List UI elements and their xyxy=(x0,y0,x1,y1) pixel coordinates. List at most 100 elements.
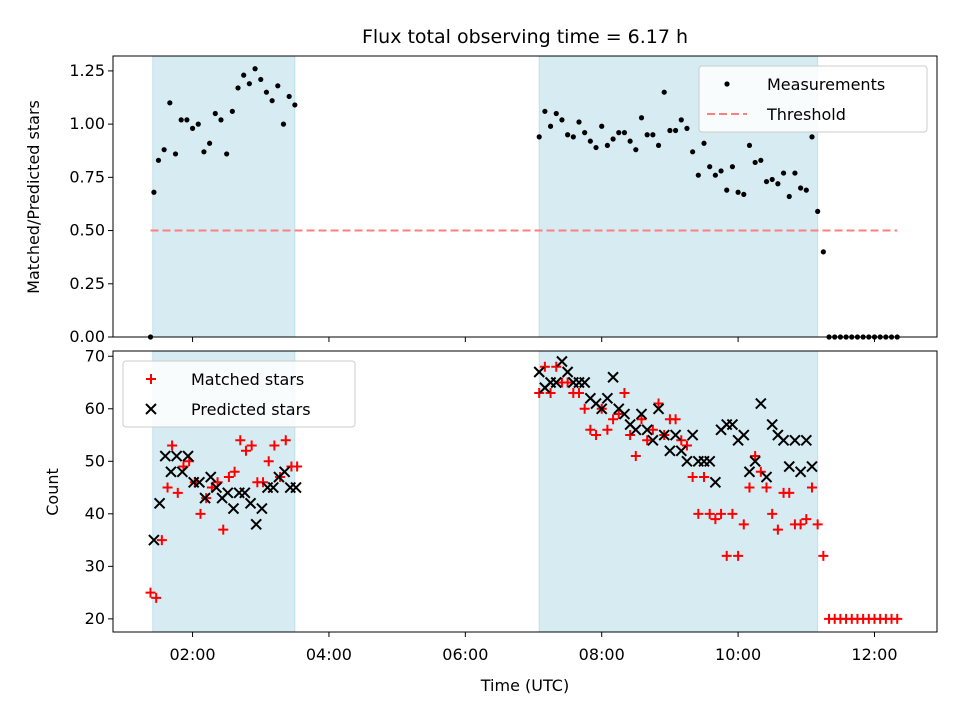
matched-stars-point xyxy=(539,361,550,372)
measurement-point xyxy=(610,136,616,142)
measurement-point xyxy=(780,170,787,176)
predicted-stars-point xyxy=(550,376,562,389)
chart-title: Flux total observing time = 6.17 h xyxy=(362,26,688,48)
measurement-point xyxy=(815,208,821,215)
x-tick-label: 12:00 xyxy=(851,645,897,664)
measurement-point xyxy=(553,110,559,117)
measurement-point xyxy=(678,117,684,123)
measurement-point xyxy=(155,157,162,163)
measurement-point xyxy=(655,142,662,149)
legend-label: Predicted stars xyxy=(191,400,311,419)
measurement-point xyxy=(235,85,241,91)
measurement-point xyxy=(775,181,781,187)
predicted-stars-point xyxy=(278,466,291,478)
predicted-stars-point xyxy=(607,371,619,383)
predicted-stars-point xyxy=(800,434,813,446)
measurement-point xyxy=(758,157,764,163)
matched-stars-point xyxy=(269,440,280,451)
legend-label: Threshold xyxy=(766,105,846,124)
predicted-stars-point xyxy=(709,476,722,489)
matched-stars-point xyxy=(625,430,636,441)
measurement-point xyxy=(587,138,593,144)
measurement-point xyxy=(292,102,298,108)
legend-box xyxy=(698,65,928,133)
predicted-stars-point xyxy=(738,429,750,441)
matched-stars-point xyxy=(573,388,584,399)
matched-stars-point xyxy=(156,535,167,546)
measurement-point xyxy=(627,138,633,144)
predicted-stars-point xyxy=(561,366,574,378)
matched-stars-point xyxy=(579,403,590,414)
measurement-point xyxy=(269,98,275,104)
measurement-point xyxy=(644,132,650,138)
y-tick-label: 0.25 xyxy=(69,274,105,293)
matched-stars-point xyxy=(145,587,156,598)
matched-stars-point xyxy=(801,514,812,525)
measurement-point xyxy=(735,189,741,195)
measurement-point xyxy=(724,187,730,193)
legend: Measurements Threshold xyxy=(698,65,928,133)
matched-stars-point xyxy=(167,440,178,451)
measurement-point xyxy=(746,142,753,149)
predicted-stars-point xyxy=(766,418,778,431)
bottom-panel: 20 30 40 50 60 70 02:00 04:00 06:00 08:00 10:00 12:… xyxy=(85,346,938,664)
predicted-stars-point xyxy=(686,429,699,441)
measurement-point xyxy=(224,151,230,157)
measurement-point xyxy=(599,123,605,129)
matched-stars-point xyxy=(642,435,653,446)
measurement-point xyxy=(650,132,656,138)
measurement-point xyxy=(536,134,542,140)
measurement-point xyxy=(542,108,548,114)
measurement-point xyxy=(633,147,639,153)
predicted-stars-point xyxy=(176,466,189,478)
predicted-stars-point xyxy=(635,408,648,420)
measurement-point xyxy=(547,123,554,129)
matched-stars-point xyxy=(246,440,257,451)
measurement-point xyxy=(786,193,792,200)
observing-interval xyxy=(538,350,819,633)
predicted-stars-point xyxy=(806,460,818,473)
matched-stars-point xyxy=(772,524,783,535)
measurement-point xyxy=(712,172,718,178)
predicted-stars-point xyxy=(647,434,659,446)
legend-label: Matched stars xyxy=(191,370,304,389)
predicted-stars-point xyxy=(290,481,302,494)
measurement-point xyxy=(195,121,201,127)
predicted-stars-point xyxy=(681,455,693,468)
predicted-stars-point xyxy=(664,445,676,457)
matched-stars-point xyxy=(240,445,251,456)
predicted-stars-point xyxy=(165,466,177,478)
x-tick-label: 04:00 xyxy=(306,645,352,664)
measurement-point xyxy=(741,191,747,197)
predicted-stars-point xyxy=(193,476,206,489)
measurement-point xyxy=(184,117,190,123)
measurement-point xyxy=(604,142,611,149)
measurement-point xyxy=(576,119,582,125)
measurement-point xyxy=(638,115,645,121)
predicted-stars-point xyxy=(652,403,665,415)
predicted-stars-point xyxy=(199,492,211,504)
measurement-point xyxy=(218,117,224,123)
matched-stars-point xyxy=(151,592,162,603)
predicted-stars-point xyxy=(675,445,687,457)
predicted-stars-point xyxy=(533,366,545,378)
measurement-point xyxy=(763,178,770,185)
measurement-point xyxy=(769,176,775,183)
x-tick-label: 08:00 xyxy=(579,645,625,664)
measurement-point xyxy=(718,168,724,174)
x-tick-label: 06:00 xyxy=(442,645,488,664)
predicted-stars-point xyxy=(256,502,268,515)
matched-stars-point xyxy=(647,424,658,435)
legend-box xyxy=(122,360,356,428)
matched-stars-point xyxy=(608,414,619,425)
matched-stars-point xyxy=(229,466,240,477)
matched-stars-point xyxy=(687,472,698,483)
predicted-stars-point xyxy=(556,355,568,368)
predicted-stars-point xyxy=(760,471,773,483)
matched-stars-point xyxy=(738,519,749,530)
predicted-stars-point xyxy=(755,397,767,410)
measurement-point xyxy=(275,83,281,89)
measurement-point xyxy=(201,149,207,155)
measurement-point xyxy=(661,89,667,95)
